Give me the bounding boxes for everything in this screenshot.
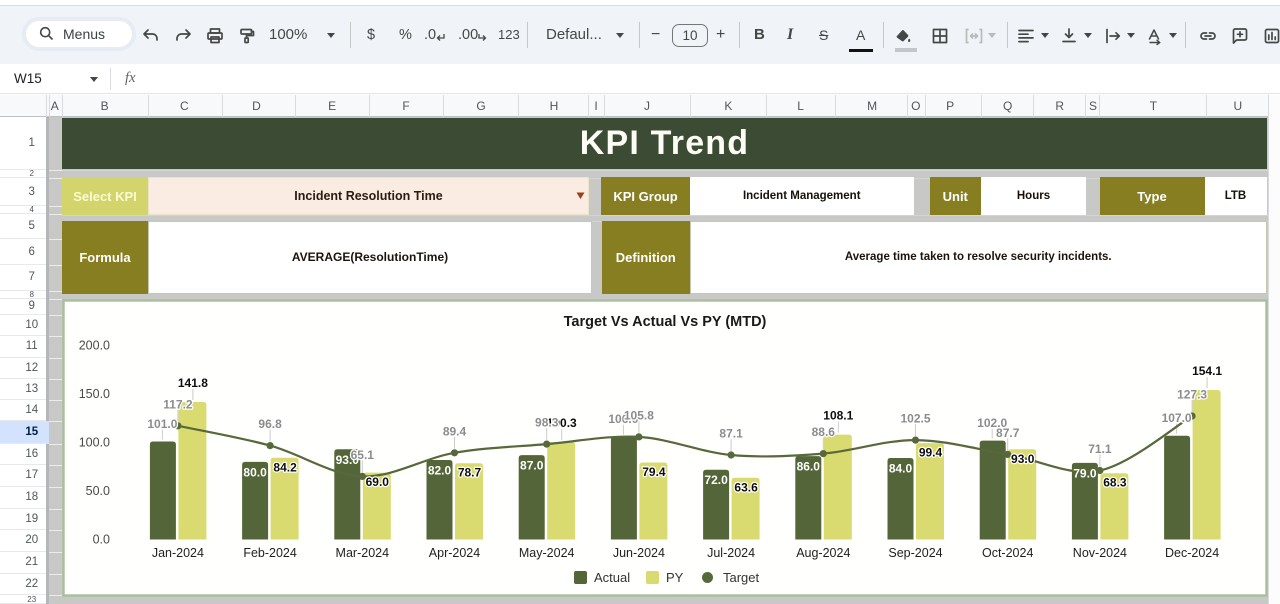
svg-text:105.8: 105.8 [624,408,654,422]
svg-text:100.0: 100.0 [79,436,110,450]
svg-text:89.4: 89.4 [443,424,467,438]
svg-text:102.0: 102.0 [977,416,1007,430]
svg-text:108.1: 108.1 [823,409,853,423]
svg-text:102.5: 102.5 [900,412,930,426]
svg-text:82.0: 82.0 [428,464,452,478]
svg-text:88.6: 88.6 [812,425,836,439]
svg-text:93.0: 93.0 [1011,452,1035,466]
svg-text:84.0: 84.0 [889,462,913,476]
svg-text:Oct-2024: Oct-2024 [982,546,1033,560]
svg-text:87.1: 87.1 [719,427,743,441]
svg-text:98.3: 98.3 [535,416,559,430]
svg-text:Nov-2024: Nov-2024 [1073,546,1127,560]
svg-text:Sep-2024: Sep-2024 [888,546,942,560]
svg-text:107.0: 107.0 [1162,411,1192,425]
svg-text:200.0: 200.0 [79,339,110,353]
svg-text:PY: PY [666,570,684,585]
svg-text:Actual: Actual [594,570,630,585]
svg-text:78.7: 78.7 [458,466,482,480]
svg-text:154.1: 154.1 [1192,364,1222,378]
svg-text:71.1: 71.1 [1088,442,1112,456]
svg-text:Feb-2024: Feb-2024 [243,546,297,560]
svg-text:Apr-2024: Apr-2024 [429,546,480,560]
svg-text:106.0: 106.0 [608,412,638,426]
svg-text:99.4: 99.4 [919,446,943,460]
svg-text:87.7: 87.7 [996,426,1020,440]
svg-text:80.0: 80.0 [243,465,267,479]
svg-text:0.0: 0.0 [93,533,110,547]
svg-text:79.4: 79.4 [642,465,666,479]
svg-text:101.0: 101.0 [147,417,177,431]
svg-text:Target Vs Actual Vs PY (MTD): Target Vs Actual Vs PY (MTD) [564,314,767,330]
svg-text:50.0: 50.0 [86,484,110,498]
svg-text:86.0: 86.0 [797,460,821,474]
svg-text:68.3: 68.3 [1103,476,1127,490]
svg-text:65.1: 65.1 [351,448,375,462]
svg-text:84.2: 84.2 [273,460,297,474]
svg-text:Jul-2024: Jul-2024 [707,546,755,560]
svg-text:96.8: 96.8 [258,417,282,431]
svg-text:141.8: 141.8 [178,376,208,390]
svg-text:150.0: 150.0 [79,387,110,401]
svg-text:72.0: 72.0 [704,473,728,487]
svg-text:100.3: 100.3 [547,416,577,430]
svg-text:May-2024: May-2024 [519,546,575,560]
svg-text:Target: Target [723,570,760,585]
svg-text:87.0: 87.0 [520,459,544,473]
svg-text:Jan-2024: Jan-2024 [152,546,204,560]
svg-text:Jun-2024: Jun-2024 [613,546,665,560]
svg-text:Aug-2024: Aug-2024 [796,546,850,560]
svg-text:69.0: 69.0 [366,475,390,489]
svg-text:117.2: 117.2 [163,397,193,411]
svg-text:127.3: 127.3 [1177,388,1207,402]
svg-text:63.6: 63.6 [734,480,758,494]
svg-text:93.0: 93.0 [336,453,360,467]
svg-text:Dec-2024: Dec-2024 [1165,546,1219,560]
svg-text:79.0: 79.0 [1073,466,1097,480]
svg-text:Mar-2024: Mar-2024 [336,546,390,560]
